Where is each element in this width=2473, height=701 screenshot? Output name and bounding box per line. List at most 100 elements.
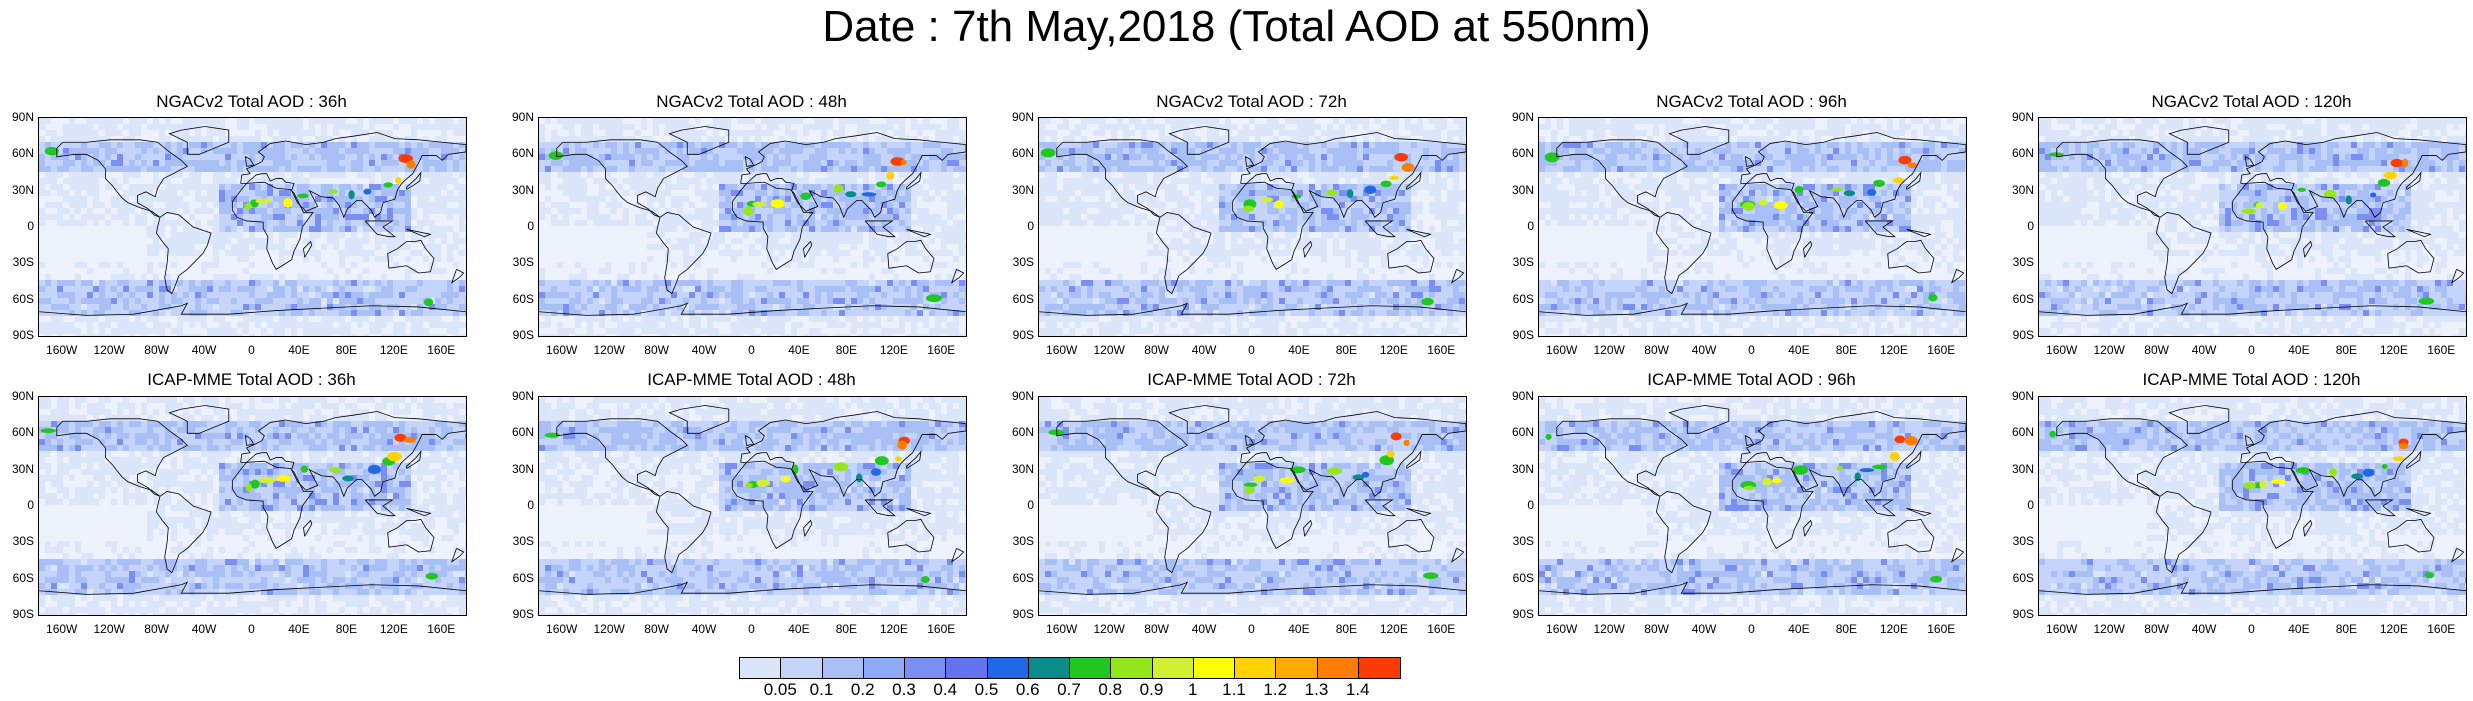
panel-title: ICAP-MME Total AOD : 36h [147, 370, 356, 389]
longitude-tick-label: 40E [1288, 343, 1310, 357]
latitude-tick-label: 60S [512, 570, 534, 585]
latitude-tick-label: 30N [1511, 461, 1534, 476]
panel-title: NGACv2 Total AOD : 48h [656, 92, 847, 111]
latitude-tick-label: 60S [1512, 291, 1534, 306]
latitude-tick-label: 60N [1511, 146, 1534, 161]
longitude-tick-label: 160E [927, 343, 956, 357]
longitude-tick-label: 160W [1046, 622, 1078, 636]
colorbar-swatch [946, 658, 988, 678]
colorbar-tick-label: 0.8 [1098, 680, 1123, 699]
aod-field-shading [39, 118, 466, 336]
latitude-tick-label: 90S [2012, 607, 2034, 621]
panel-title: NGACv2 Total AOD : 120h [2151, 92, 2352, 111]
latitude-tick-label: 90S [1012, 328, 1034, 342]
world-map [1539, 397, 1966, 615]
colorbar-tick-label: 0.9 [1139, 680, 1164, 699]
longitude-tick-label: 40E [2288, 622, 2310, 636]
longitude-tick-label: 120W [93, 343, 125, 357]
latitude-tick-label: 60N [11, 425, 34, 440]
longitude-tick-label: 40W [191, 622, 217, 636]
latitude-tick-label: 90N [2011, 389, 2034, 403]
longitude-tick-label: 120E [1379, 343, 1408, 357]
longitude-tick-label: 80W [1644, 622, 1669, 636]
colorbar-tick-label: 1.2 [1263, 680, 1288, 699]
latitude-tick-label: 60S [2012, 570, 2034, 585]
latitude-tick-label: 90S [2012, 328, 2034, 342]
world-map [1539, 118, 1966, 336]
aod-hotspots [1048, 429, 1439, 579]
latitude-tick-label: 60N [1011, 146, 1034, 161]
colorbar-tick-label: 0.05 [763, 680, 797, 699]
latitude-tick-label: 60N [2011, 425, 2034, 440]
coastlines [539, 126, 966, 316]
coastlines [39, 405, 466, 595]
longitude-tick-label: 120E [2379, 343, 2408, 357]
aod-map [1538, 396, 1967, 616]
longitude-tick-label: 80E [1835, 622, 1858, 636]
longitude-tick-label: 40E [288, 622, 310, 636]
latitude-tick-label: 0 [527, 219, 534, 233]
latitude-tick-label: 30N [2011, 182, 2034, 197]
colorbar-swatch [1193, 658, 1235, 678]
colorbar-swatch [1235, 658, 1277, 678]
aod-hotspots [548, 151, 942, 303]
latitude-tick-label: 90S [1012, 607, 1034, 621]
latitude-tick-label: 30N [11, 461, 34, 476]
longitude-tick-label: 80E [335, 343, 358, 357]
colorbar-swatch [1028, 658, 1070, 678]
panel-title: NGACv2 Total AOD : 72h [1156, 92, 1347, 111]
colorbar-swatch [1152, 658, 1194, 678]
latitude-tick-label: 90N [1511, 110, 1534, 124]
colorbar-tick-label: 1.3 [1304, 680, 1329, 699]
longitude-tick-label: 80E [2335, 343, 2358, 357]
longitude-tick-label: 160E [2427, 622, 2456, 636]
longitude-tick-label: 120E [879, 622, 908, 636]
longitude-tick-label: 120W [1093, 343, 1125, 357]
aod-hotspots [2049, 430, 2435, 579]
longitude-tick-label: 0 [748, 343, 755, 357]
longitude-tick-label: 40E [1788, 622, 1810, 636]
latitude-tick-label: 30S [1512, 255, 1534, 270]
longitude-tick-label: 160E [1927, 622, 1956, 636]
latitude-tick-label: 30N [1511, 182, 1534, 197]
longitude-tick-label: 120W [1593, 622, 1625, 636]
latitude-tick-label: 90N [511, 389, 534, 403]
latitude-tick-label: 60N [511, 146, 534, 161]
panel-title: ICAP-MME Total AOD : 48h [647, 370, 856, 389]
longitude-tick-label: 80E [2335, 622, 2358, 636]
aod-hotspots [44, 146, 434, 307]
aod-hotspots [1544, 152, 1938, 302]
colorbar-swatch [740, 658, 782, 678]
latitude-tick-label: 90S [1512, 607, 1534, 621]
latitude-tick-label: 30N [1011, 461, 1034, 476]
latitude-tick-label: 30S [512, 255, 534, 270]
colorbar-tick-label: 0.2 [850, 680, 875, 699]
latitude-tick-label: 30S [1012, 255, 1034, 270]
panel-title: ICAP-MME Total AOD : 72h [1147, 370, 1356, 389]
colorbar-tick-label: 0.3 [892, 680, 916, 699]
longitude-tick-label: 40W [2191, 622, 2217, 636]
longitude-tick-label: 40W [2191, 343, 2217, 357]
latitude-tick-label: 0 [2027, 219, 2034, 233]
longitude-tick-label: 40E [2288, 343, 2310, 357]
longitude-tick-label: 80E [1335, 343, 1358, 357]
longitude-tick-label: 40E [788, 343, 810, 357]
aod-hotspots [1545, 433, 1943, 583]
latitude-tick-label: 30S [12, 534, 34, 549]
aod-map [38, 117, 467, 337]
world-map [39, 118, 466, 336]
latitude-tick-label: 90N [1511, 389, 1534, 403]
colorbar-swatch [1317, 658, 1359, 678]
latitude-tick-label: 60S [1512, 570, 1534, 585]
longitude-tick-label: 80W [644, 622, 669, 636]
longitude-tick-label: 40E [1288, 622, 1310, 636]
world-map [539, 397, 966, 615]
latitude-tick-label: 90S [512, 328, 534, 342]
latitude-tick-label: 30N [511, 182, 534, 197]
longitude-tick-label: 0 [748, 622, 755, 636]
latitude-tick-label: 90N [11, 389, 34, 403]
longitude-tick-label: 160W [2046, 622, 2078, 636]
latitude-tick-label: 0 [27, 219, 34, 233]
longitude-tick-label: 80W [1144, 622, 1169, 636]
latitude-tick-label: 60N [2011, 146, 2034, 161]
